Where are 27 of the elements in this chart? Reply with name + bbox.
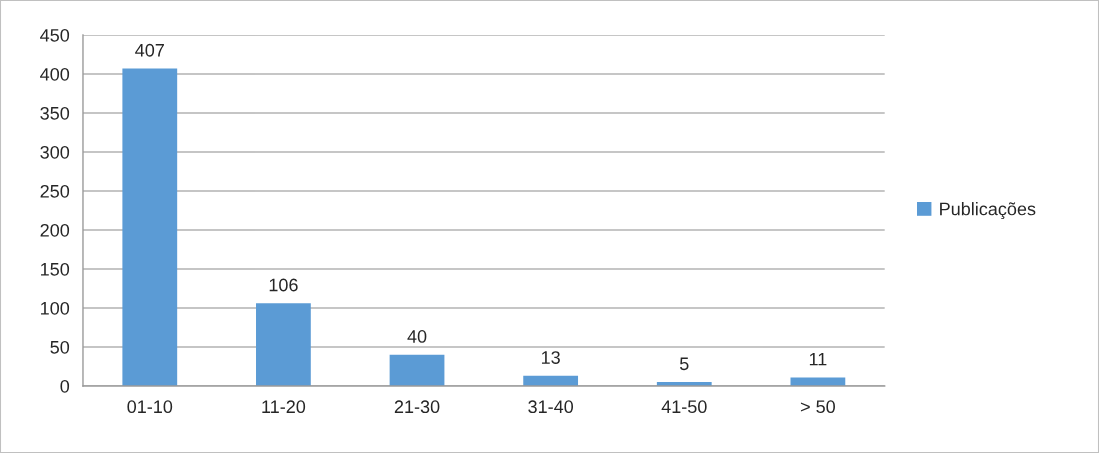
data-label: 106 xyxy=(269,278,298,292)
data-label: 40 xyxy=(407,330,427,343)
y-tick-label: 50 xyxy=(50,340,70,354)
x-tick-label: 21-30 xyxy=(394,400,440,414)
data-label: 11 xyxy=(809,352,827,366)
data-label: 407 xyxy=(135,43,164,57)
y-tick-label: 450 xyxy=(40,28,70,42)
y-tick-label: 200 xyxy=(40,223,70,237)
y-tick-label: 150 xyxy=(41,262,70,276)
y-tick-label: 250 xyxy=(40,184,70,198)
data-label: 5 xyxy=(679,357,689,371)
y-tick-label: 100 xyxy=(41,301,70,315)
x-tick-label: 41-50 xyxy=(661,400,707,414)
x-tick-label: 31-40 xyxy=(528,400,574,414)
bar xyxy=(389,354,445,386)
x-tick-label: > 50 xyxy=(800,400,835,414)
y-tick-label: 400 xyxy=(40,67,70,81)
y-tick-label: 0 xyxy=(60,379,70,393)
x-tick-label: 11-20 xyxy=(262,400,306,414)
bar xyxy=(256,303,311,386)
y-tick-label: 350 xyxy=(40,106,70,120)
data-label: 13 xyxy=(541,351,560,364)
bar xyxy=(122,68,178,386)
bar xyxy=(790,377,846,386)
legend-label: Publicações xyxy=(940,202,1036,219)
x-tick-label: 01-10 xyxy=(127,400,173,414)
y-tick-label: 300 xyxy=(40,145,70,159)
